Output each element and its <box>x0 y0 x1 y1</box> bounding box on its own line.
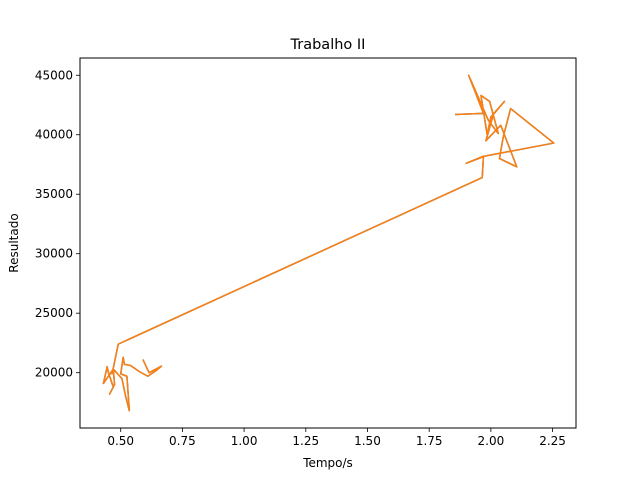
axes-frame <box>79 57 577 429</box>
y-tick-label: 45000 <box>35 68 73 82</box>
y-tick-label: 30000 <box>35 247 73 261</box>
x-tick-label: 1.75 <box>416 434 443 448</box>
x-tick-label: 0.75 <box>169 434 196 448</box>
x-axis-ticks: 0.50 0.75 1.00 1.25 1.50 1.75 2.00 2.25 <box>107 428 566 448</box>
y-tick-label: 25000 <box>35 306 73 320</box>
chart-title: Trabalho II <box>290 37 366 53</box>
x-tick-label: 2.25 <box>539 434 566 448</box>
x-axis-label: Tempo/s <box>302 456 353 470</box>
x-tick-label: 1.25 <box>292 434 319 448</box>
plot-area <box>80 58 576 428</box>
y-tick-label: 20000 <box>35 366 73 380</box>
x-tick-label: 1.00 <box>231 434 258 448</box>
x-tick-label: 1.50 <box>354 434 381 448</box>
y-axis-ticks: 20000 25000 30000 35000 40000 45000 <box>35 68 80 380</box>
series-line-2 <box>102 74 555 412</box>
series-layer <box>102 74 555 412</box>
y-tick-label: 35000 <box>35 187 73 201</box>
y-axis-label: Resultado <box>7 213 21 272</box>
x-tick-label: 0.50 <box>107 434 134 448</box>
y-tick-label: 40000 <box>35 128 73 142</box>
x-tick-label: 2.00 <box>478 434 505 448</box>
